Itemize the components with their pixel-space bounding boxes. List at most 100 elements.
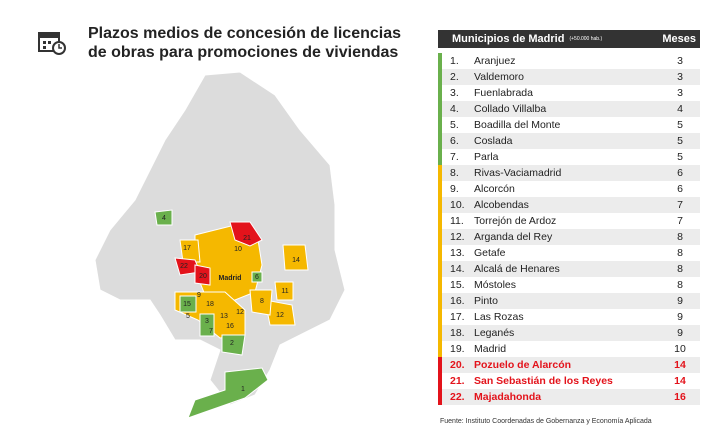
table-row: 10. Alcobendas 7	[438, 197, 700, 213]
months-value: 8	[677, 231, 683, 243]
madrid-region-map: Madrid 4 10 21 17 22 20 6 14 11 9 15 18 …	[94, 71, 346, 419]
map-label: 16	[226, 323, 234, 330]
table-row: 18. Leganés 9	[438, 325, 700, 341]
table-row: 1. Aranjuez 3	[438, 53, 700, 69]
map-label: 6	[255, 274, 259, 281]
months-value: 16	[674, 391, 686, 403]
table-row: 14. Alcalá de Henares 8	[438, 261, 700, 277]
map-label: 9	[197, 292, 201, 299]
map-label: 3	[205, 318, 209, 325]
municipio-name: Getafe	[474, 247, 506, 259]
ranking-table: Municipios de Madrid (+50.000 hab.) Mese…	[438, 30, 700, 405]
rank: 17.	[450, 311, 465, 323]
rank: 20.	[450, 359, 465, 371]
months-value: 3	[677, 55, 683, 67]
header-meses: Meses	[662, 33, 696, 45]
municipio-name: Fuenlabrada	[474, 87, 533, 99]
table-row: 22. Majadahonda 16	[438, 389, 700, 405]
map-label: 11	[281, 288, 288, 295]
municipio-name: Boadilla del Monte	[474, 119, 561, 131]
municipio-name: Coslada	[474, 135, 513, 147]
municipio-name: Collado Villalba	[474, 103, 547, 115]
table-row: 17. Las Rozas 9	[438, 309, 700, 325]
rank: 8.	[450, 167, 459, 179]
map-label: 18	[206, 301, 214, 308]
rank: 11.	[450, 215, 464, 227]
months-value: 7	[677, 215, 683, 227]
table-row: 2. Valdemoro 3	[438, 69, 700, 85]
header-municipio: Municipios de Madrid	[452, 33, 565, 45]
table-header: Municipios de Madrid (+50.000 hab.) Mese…	[438, 30, 700, 48]
rank: 4.	[450, 103, 459, 115]
months-value: 9	[677, 327, 683, 339]
municipio-name: Alcorcón	[474, 183, 515, 195]
months-value: 9	[677, 295, 683, 307]
rank: 22.	[450, 391, 465, 403]
map-label: 17	[183, 245, 191, 252]
municipio-name: Valdemoro	[474, 71, 524, 83]
months-value: 5	[677, 151, 683, 163]
months-value: 5	[677, 119, 683, 131]
months-value: 8	[677, 247, 683, 259]
municipio-name: Torrejón de Ardoz	[474, 215, 557, 227]
rank: 2.	[450, 71, 459, 83]
months-value: 14	[674, 375, 686, 387]
map-label: 4	[162, 215, 166, 222]
map-label: 14	[292, 257, 300, 264]
months-value: 5	[677, 135, 683, 147]
municipio-name: Alcalá de Henares	[474, 263, 560, 275]
municipio-name: Móstoles	[474, 279, 517, 291]
municipio-name: Aranjuez	[474, 55, 516, 67]
map-label: 10	[234, 246, 242, 253]
header-sub: (+50.000 hab.)	[569, 36, 603, 42]
municipio-name: San Sebastián de los Reyes	[474, 375, 613, 387]
rank: 12.	[450, 231, 465, 243]
map-label: 2	[230, 340, 234, 347]
table-row: 7. Parla 5	[438, 149, 700, 165]
municipio-name: Pinto	[474, 295, 498, 307]
table-row: 20. Pozuelo de Alarcón 14	[438, 357, 700, 373]
months-value: 14	[674, 359, 686, 371]
table-row: 9. Alcorcón 6	[438, 181, 700, 197]
months-value: 3	[677, 71, 683, 83]
months-value: 4	[677, 103, 683, 115]
map-label: 13	[220, 313, 228, 320]
map-label: 7	[209, 328, 213, 335]
municipio-name: Pozuelo de Alarcón	[474, 359, 572, 371]
map-label: 8	[260, 298, 264, 305]
months-value: 8	[677, 263, 683, 275]
table-row: 4. Collado Villalba 4	[438, 101, 700, 117]
rank: 14.	[450, 263, 465, 275]
rank: 7.	[450, 151, 459, 163]
months-value: 7	[677, 199, 683, 211]
table-row: 6. Coslada 5	[438, 133, 700, 149]
rank: 9.	[450, 183, 459, 195]
map-label: 22	[180, 263, 188, 270]
rank: 10.	[450, 199, 465, 211]
table-row: 15. Móstoles 8	[438, 277, 700, 293]
rank: 1.	[450, 55, 459, 67]
table-row: 13. Getafe 8	[438, 245, 700, 261]
municipio-name: Majadahonda	[474, 391, 542, 403]
rank: 5.	[450, 119, 459, 131]
municipio-name: Madrid	[474, 343, 507, 355]
months-value: 6	[677, 167, 683, 179]
page-title: Plazos medios de concesión de licencias …	[88, 25, 402, 61]
table-row: 21. San Sebastián de los Reyes 14	[438, 373, 700, 389]
municipio-name: Arganda del Rey	[474, 231, 553, 243]
table-row: 5. Boadilla del Monte 5	[438, 117, 700, 133]
map-label: 5	[186, 313, 190, 320]
map-label: 12	[276, 312, 284, 319]
rank: 21.	[450, 375, 465, 387]
rank: 18.	[450, 327, 465, 339]
table-row: 12. Arganda del Rey 8	[438, 229, 700, 245]
table-row: 11. Torrejón de Ardoz 7	[438, 213, 700, 229]
months-value: 9	[677, 311, 683, 323]
table-row: 19. Madrid 10	[438, 341, 700, 357]
rank: 6.	[450, 135, 459, 147]
map-label: 21	[243, 235, 251, 242]
map-label: 20	[199, 273, 207, 280]
municipio-name: Parla	[474, 151, 499, 163]
months-value: 8	[677, 279, 683, 291]
table-row: 3. Fuenlabrada 3	[438, 85, 700, 101]
